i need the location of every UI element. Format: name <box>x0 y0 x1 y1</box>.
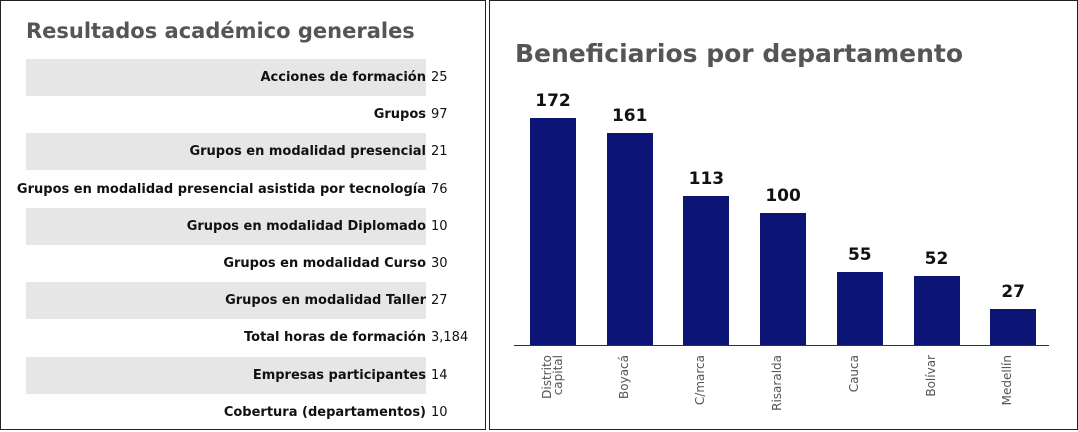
row-value: 10 <box>431 218 448 234</box>
bar <box>913 276 960 345</box>
bar <box>760 213 807 345</box>
row-value: 76 <box>431 181 448 197</box>
table-row: Empresas participantes 14 <box>26 356 448 394</box>
bar <box>836 272 883 345</box>
value-label: 52 <box>924 249 949 270</box>
row-label: Empresas participantes <box>252 367 426 383</box>
row-label: Grupos en modalidad Diplomado <box>186 218 426 234</box>
row-value: 10 <box>431 404 448 420</box>
bar <box>530 118 576 345</box>
x-tick-label: Bolívar <box>923 355 938 397</box>
value-label: 113 <box>688 168 725 189</box>
row-label: Cobertura (departamentos) <box>223 404 426 420</box>
row-value: 14 <box>431 367 448 383</box>
row-value: 21 <box>431 144 448 160</box>
row-label: Grupos en modalidad presencial <box>189 144 426 160</box>
table-row: Grupos en modalidad Taller 27 <box>26 282 448 320</box>
x-tick-label: Risaralda <box>770 355 785 411</box>
value-label: 27 <box>1001 282 1026 303</box>
row-label: Grupos en modalidad Taller <box>225 293 426 309</box>
table-row: Total horas de formación 3,184 <box>26 319 468 356</box>
row-label: Grupos en modalidad presencial asistida … <box>16 181 426 197</box>
row-label: Total horas de formación <box>244 330 426 346</box>
chart-title: Beneficiarios por departamento <box>515 39 964 68</box>
table-row: Grupos en modalidad Diplomado 10 <box>26 207 448 245</box>
value-label: 161 <box>611 105 648 126</box>
table-row: Grupos en modalidad presencial 21 <box>26 133 448 171</box>
value-label: 55 <box>847 245 872 266</box>
x-tick-label: Cauca <box>846 355 861 393</box>
bar <box>990 309 1037 345</box>
x-tick-label: Distrito capital <box>540 355 565 399</box>
x-tick-label: Medellín <box>1000 355 1015 406</box>
row-label: Grupos en modalidad Curso <box>223 256 426 271</box>
x-tick-label: Boyacá <box>616 355 631 399</box>
value-label: 172 <box>535 91 571 111</box>
table-row: Grupos en modalidad Curso 30 <box>26 245 447 282</box>
table-row: Cobertura (departamentos) 10 <box>26 394 448 431</box>
table-panel: Resultados académico generales Acciones … <box>0 0 486 430</box>
row-label: Grupos <box>373 107 426 123</box>
bar <box>683 195 730 345</box>
table-row: Grupos en modalidad presencial asistida … <box>17 171 448 208</box>
row-value: 3,184 <box>431 330 469 346</box>
chart-panel: Beneficiarios por departamento 172 Distri… <box>489 0 1078 430</box>
row-value: 30 <box>431 256 448 271</box>
row-label: Acciones de formación <box>260 70 426 85</box>
row-value: 25 <box>431 70 448 85</box>
row-value: 27 <box>431 293 448 309</box>
table-row: Acciones de formación 25 <box>26 59 448 96</box>
table-title: Resultados académico generales <box>26 19 415 43</box>
table-row: Grupos 97 <box>26 96 448 133</box>
x-axis <box>514 345 1049 346</box>
bar <box>606 132 653 345</box>
value-label: 100 <box>765 186 801 207</box>
x-tick-label: C/marca <box>693 355 708 406</box>
row-value: 97 <box>431 107 448 123</box>
